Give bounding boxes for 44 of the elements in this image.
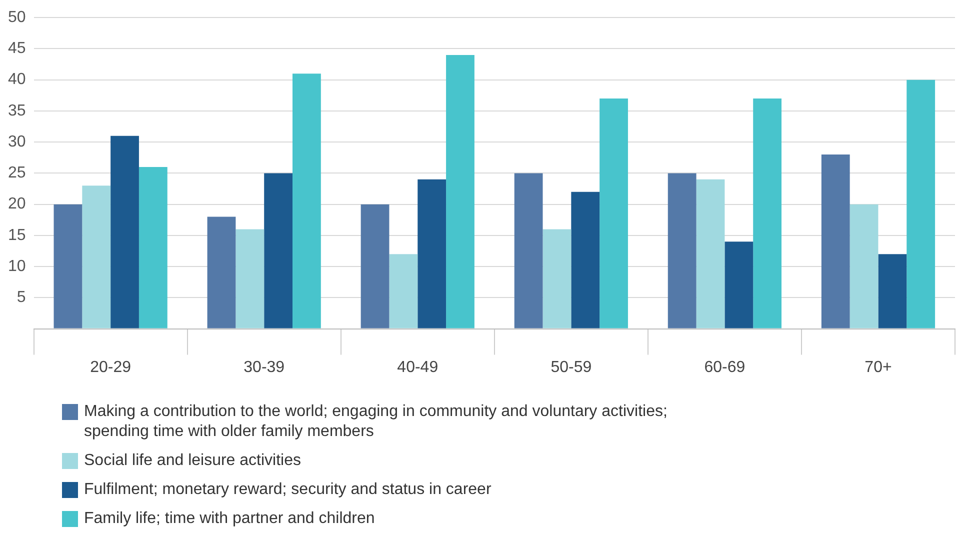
bar (850, 204, 878, 328)
bar (82, 186, 111, 328)
x-tick-label: 50-59 (550, 358, 592, 376)
y-tick-label: 30 (8, 133, 26, 150)
bar (878, 254, 907, 328)
y-tick-label: 10 (8, 258, 26, 275)
bar (54, 204, 82, 328)
legend-label: Making a contribution to the world; engaging in community and voluntary activities; spending time with older family members (84, 402, 668, 442)
bar (292, 74, 321, 328)
bar (446, 54, 474, 328)
bar (668, 173, 696, 328)
legend-label: Social life and leisure activities (84, 451, 301, 471)
bar (110, 136, 139, 328)
bar (600, 98, 628, 328)
bar (571, 192, 600, 328)
bar (360, 204, 390, 328)
y-tick-label: 20 (8, 196, 26, 213)
bar (542, 229, 572, 328)
bar (236, 229, 264, 328)
bar (389, 254, 418, 328)
legend-label: Family life; time with partner and children (84, 509, 375, 529)
legend-label: Fulfilment; monetary reward; security and status in career (84, 480, 492, 500)
bar (753, 98, 782, 328)
y-tick-label: 15 (8, 226, 26, 244)
bar (696, 179, 725, 328)
y-tick-label: 40 (8, 71, 26, 88)
x-tick-label: 20-29 (90, 358, 132, 376)
bar (138, 166, 168, 328)
y-tick-label: 45 (8, 40, 26, 58)
bar (418, 179, 446, 328)
x-tick-label: 30-39 (244, 358, 285, 376)
y-tick-label: 35 (8, 102, 26, 120)
bar (906, 80, 936, 328)
y-tick-label: 25 (8, 164, 26, 182)
x-tick-label: 70+ (864, 358, 892, 376)
bar (724, 242, 754, 328)
y-tick-label: 5 (16, 289, 26, 306)
bar (514, 173, 543, 328)
y-tick-label: 50 (8, 9, 26, 26)
bar (264, 173, 292, 328)
bar (821, 154, 850, 328)
bar (207, 216, 236, 328)
x-tick-label: 40-49 (397, 358, 438, 376)
x-tick-label: 60-69 (704, 358, 746, 376)
